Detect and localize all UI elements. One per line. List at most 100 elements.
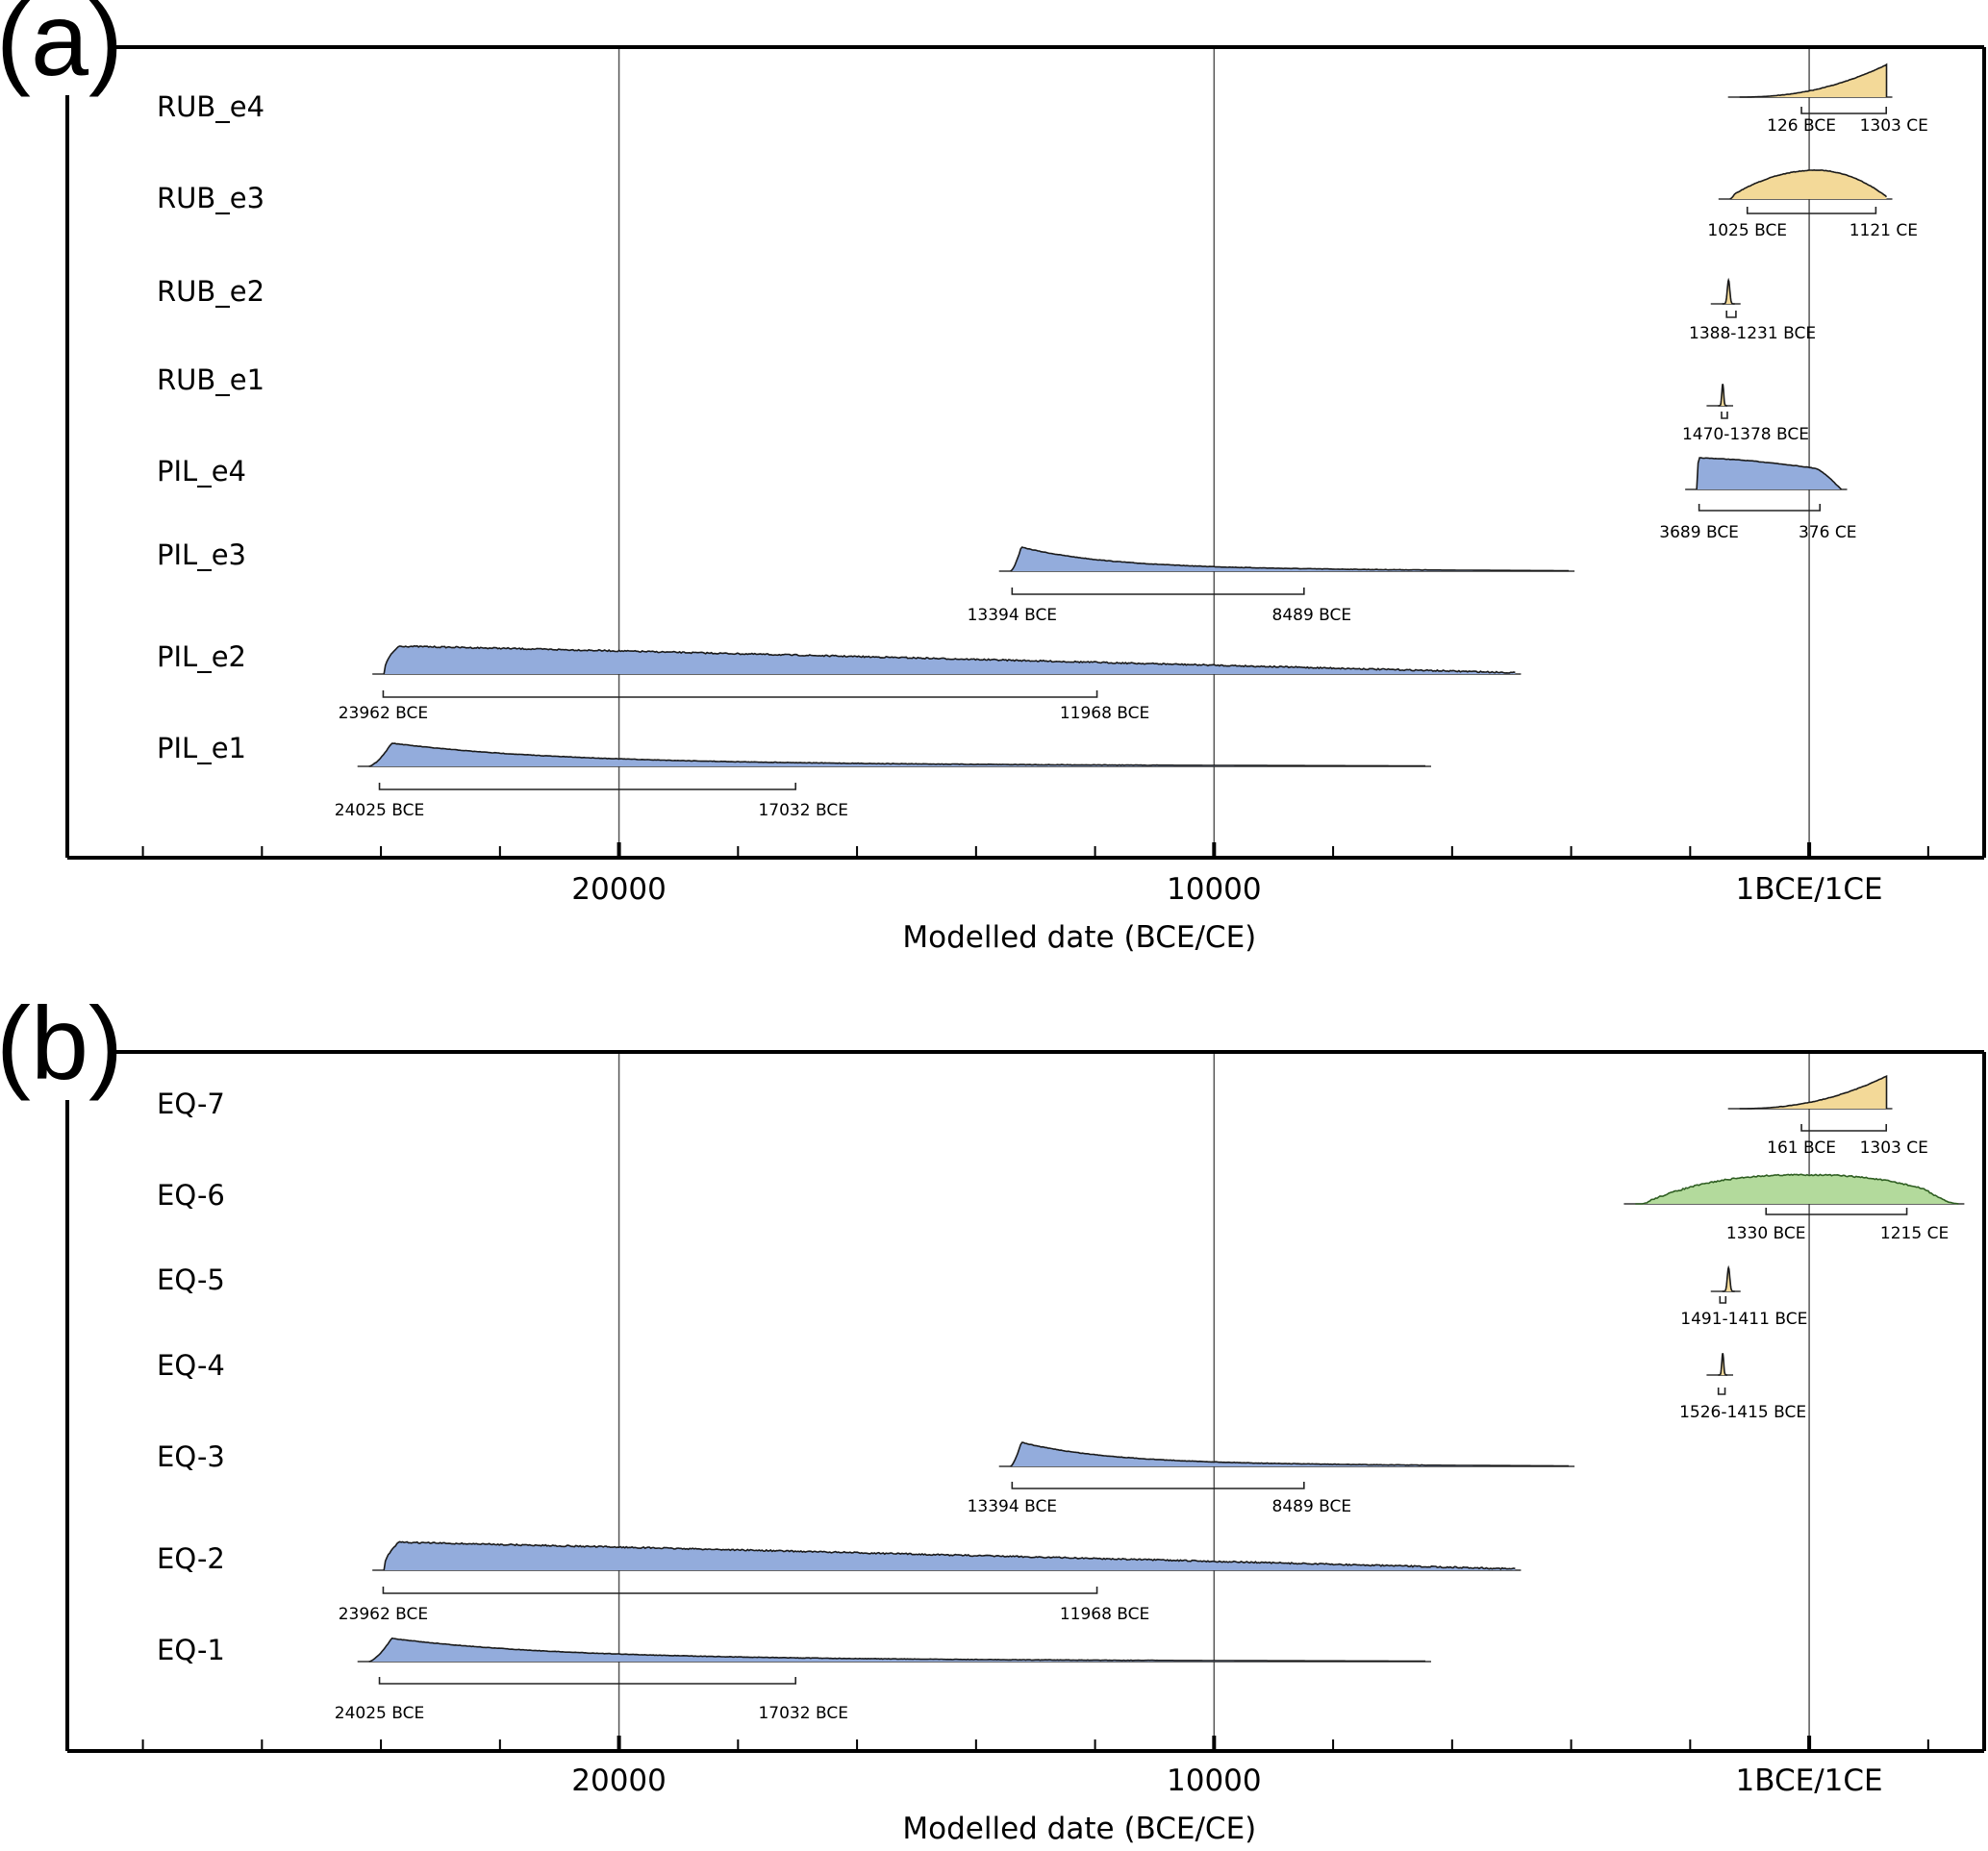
hpd-range-label: 1388-1231 BCE <box>1689 324 1816 343</box>
density-outline <box>1722 1264 1735 1292</box>
tick-label: 1BCE/1CE <box>1736 872 1883 907</box>
density-area <box>1635 1174 1959 1204</box>
hpd-bracket <box>1800 107 1888 114</box>
hpd-bracket <box>1698 504 1822 512</box>
density-outline <box>1739 1075 1888 1110</box>
hpd-bracket <box>1011 588 1305 595</box>
row-label: EQ-1 <box>157 1634 225 1666</box>
panel-b: (b) 20000 10000 1BCE/1CE Modelled date (BCE/… <box>0 985 1986 1846</box>
hpd-end-label: 11968 BCE <box>1060 704 1149 723</box>
density-row-pil-e1: PIL_e1 24025 BCE 17032 BCE <box>157 732 1431 820</box>
row-label: EQ-7 <box>157 1088 225 1120</box>
density-area <box>1010 547 1570 571</box>
density-row-rub-e4: RUB_e4 126 BCE 1303 CE <box>157 63 1928 136</box>
hpd-bracket <box>1717 1388 1726 1395</box>
tick-label: 10000 <box>1167 1763 1262 1798</box>
hpd-bracket <box>1746 207 1877 214</box>
density-area <box>1718 1353 1727 1375</box>
row-label: RUB_e3 <box>157 182 264 214</box>
density-outline <box>1635 1173 1959 1205</box>
hpd-start-label: 13394 BCE <box>968 1497 1057 1516</box>
tick-label: 20000 <box>571 1763 667 1798</box>
hpd-end-label: 17032 BCE <box>758 801 847 820</box>
density-row-eq-4: EQ-4 1526-1415 BCE <box>157 1349 1806 1422</box>
hpd-start-label: 13394 BCE <box>968 606 1057 625</box>
density-area <box>1722 1267 1735 1291</box>
density-outline <box>1718 384 1727 407</box>
density-row-eq-7: EQ-7 161 BCE 1303 CE <box>157 1075 1928 1158</box>
density-row-eq-6: EQ-6 1330 BCE 1215 CE <box>157 1173 1965 1243</box>
density-row-rub-e1: RUB_e1 1470-1378 BCE <box>157 363 1809 444</box>
row-label: PIL_e2 <box>157 640 246 673</box>
hpd-end-label: 1215 CE <box>1880 1224 1949 1243</box>
hpd-bracket <box>1725 311 1737 318</box>
hpd-end-label: 17032 BCE <box>758 1704 847 1723</box>
density-outline <box>1696 457 1843 490</box>
hpd-start-label: 24025 BCE <box>335 801 424 820</box>
density-area <box>1697 458 1842 489</box>
density-outline <box>368 1637 1425 1663</box>
density-area <box>1729 169 1887 199</box>
density-area <box>1739 64 1887 97</box>
row-label: PIL_e4 <box>157 455 246 488</box>
density-area <box>1739 1076 1887 1109</box>
density-outline <box>1010 546 1570 572</box>
hpd-range-label: 1491-1411 BCE <box>1680 1310 1807 1329</box>
density-row-pil-e2: PIL_e2 23962 BCE 11968 BCE <box>157 640 1522 723</box>
row-label: RUB_e4 <box>157 90 264 123</box>
hpd-bracket <box>1721 412 1728 419</box>
density-area <box>1722 280 1735 304</box>
row-label: EQ-2 <box>157 1542 225 1575</box>
hpd-start-label: 24025 BCE <box>335 1704 424 1723</box>
panel-a: (a) 20000 10000 1BCE/1CE Modelled date (BCE/… <box>0 0 1986 955</box>
density-outline <box>1722 277 1735 305</box>
x-axis-title: Modelled date (BCE/CE) <box>902 920 1256 955</box>
row-label: PIL_e3 <box>157 538 246 571</box>
hpd-bracket <box>382 1587 1098 1594</box>
row-label: EQ-4 <box>157 1349 225 1382</box>
density-row-rub-e2: RUB_e2 1388-1231 BCE <box>157 275 1816 343</box>
panel-tag: (b) <box>0 985 123 1101</box>
row-label: EQ-3 <box>157 1440 225 1473</box>
row-label: RUB_e1 <box>157 363 264 396</box>
tick-label: 20000 <box>571 872 667 907</box>
hpd-start-label: 1330 BCE <box>1726 1224 1806 1243</box>
row-label: EQ-5 <box>157 1263 225 1296</box>
x-axis-title: Modelled date (BCE/CE) <box>902 1812 1256 1846</box>
density-outline <box>1010 1441 1570 1467</box>
hpd-end-label: 8489 BCE <box>1272 606 1352 625</box>
hpd-start-label: 1025 BCE <box>1707 221 1787 240</box>
hpd-range-label: 1470-1378 BCE <box>1682 425 1809 444</box>
density-row-eq-3: EQ-3 13394 BCE 8489 BCE <box>157 1440 1575 1516</box>
density-row-rub-e3: RUB_e3 1025 BCE 1121 CE <box>157 168 1918 240</box>
panel-tag: (a) <box>0 0 123 97</box>
hpd-end-label: 11968 BCE <box>1060 1605 1149 1624</box>
hpd-start-label: 23962 BCE <box>339 704 428 723</box>
density-outline <box>368 742 1425 767</box>
tick-label: 1BCE/1CE <box>1736 1763 1883 1798</box>
density-row-pil-e3: PIL_e3 13394 BCE 8489 BCE <box>157 538 1575 625</box>
hpd-range-label: 1526-1415 BCE <box>1679 1403 1806 1422</box>
density-area <box>368 1638 1426 1662</box>
hpd-start-label: 126 BCE <box>1767 116 1836 136</box>
hpd-bracket <box>1800 1124 1888 1132</box>
density-outline <box>1729 168 1888 200</box>
density-area <box>1010 1442 1570 1466</box>
hpd-end-label: 1303 CE <box>1860 1138 1928 1158</box>
hpd-start-label: 3689 BCE <box>1659 523 1739 542</box>
density-row-eq-2: EQ-2 23962 BCE 11968 BCE <box>157 1540 1522 1624</box>
hpd-bracket <box>378 783 797 790</box>
hpd-end-label: 376 CE <box>1799 523 1856 542</box>
hpd-bracket <box>1719 1296 1727 1304</box>
row-label: EQ-6 <box>157 1179 225 1212</box>
density-row-eq-5: EQ-5 1491-1411 BCE <box>157 1263 1807 1329</box>
density-area <box>368 743 1426 766</box>
hpd-start-label: 161 BCE <box>1767 1138 1836 1158</box>
hpd-bracket <box>378 1677 797 1685</box>
density-outline <box>383 1540 1516 1571</box>
density-area <box>1718 384 1727 406</box>
hpd-end-label: 8489 BCE <box>1272 1497 1352 1516</box>
hpd-bracket <box>1765 1208 1908 1215</box>
hpd-end-label: 1121 CE <box>1850 221 1918 240</box>
